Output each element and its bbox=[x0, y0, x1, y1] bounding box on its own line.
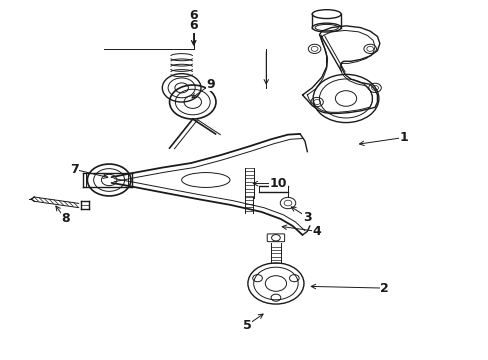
Text: 9: 9 bbox=[206, 78, 215, 91]
Text: 3: 3 bbox=[303, 211, 311, 224]
Text: 6: 6 bbox=[189, 9, 198, 22]
Text: 8: 8 bbox=[61, 212, 70, 225]
Text: 10: 10 bbox=[269, 177, 286, 190]
Text: 6: 6 bbox=[189, 19, 198, 32]
Text: 7: 7 bbox=[70, 163, 79, 176]
Text: 5: 5 bbox=[242, 319, 251, 332]
Text: 4: 4 bbox=[312, 225, 321, 238]
Text: 1: 1 bbox=[399, 131, 407, 144]
Text: 2: 2 bbox=[380, 282, 388, 294]
